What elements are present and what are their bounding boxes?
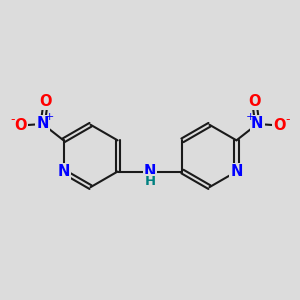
- Text: O: O: [273, 118, 286, 133]
- Text: O: O: [14, 118, 27, 133]
- Text: N: N: [144, 164, 156, 179]
- Text: H: H: [144, 175, 156, 188]
- Text: -: -: [285, 113, 290, 126]
- Text: O: O: [248, 94, 261, 109]
- Text: N: N: [37, 116, 49, 131]
- Text: O: O: [39, 94, 52, 109]
- Text: N: N: [57, 164, 70, 179]
- Text: +: +: [246, 112, 255, 122]
- Text: N: N: [251, 116, 263, 131]
- Text: -: -: [10, 113, 15, 126]
- Text: +: +: [45, 112, 54, 122]
- Text: N: N: [230, 164, 243, 179]
